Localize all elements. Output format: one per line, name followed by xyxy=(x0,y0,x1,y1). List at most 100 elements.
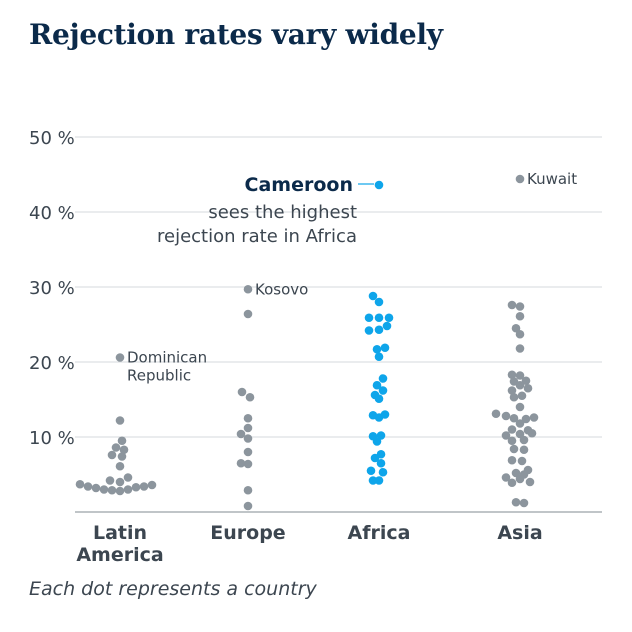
data-point xyxy=(374,297,384,307)
y-tick-label: 50 % xyxy=(29,128,75,149)
data-point xyxy=(501,411,511,421)
data-point xyxy=(523,383,533,393)
y-tick-label: 40 % xyxy=(29,203,75,224)
data-point xyxy=(509,392,519,402)
data-point xyxy=(527,428,537,438)
x-tick-label: Europe xyxy=(210,522,285,544)
data-point xyxy=(374,394,384,404)
data-points xyxy=(75,174,539,511)
data-point xyxy=(370,453,380,463)
x-tick-label: America xyxy=(76,544,163,566)
data-point xyxy=(515,344,525,353)
data-point xyxy=(372,380,382,390)
x-tick-label: Latin xyxy=(93,522,147,544)
data-point xyxy=(382,321,392,331)
data-point xyxy=(75,479,85,489)
point-label: Kosovo xyxy=(255,280,308,298)
data-point xyxy=(147,480,157,490)
data-point xyxy=(368,291,378,301)
data-point xyxy=(131,482,141,492)
data-point xyxy=(515,311,525,321)
point-label: Kuwait xyxy=(527,170,577,188)
data-point xyxy=(507,425,517,434)
data-point xyxy=(374,180,384,190)
data-point xyxy=(115,416,125,425)
chart-title: Rejection rates vary widely xyxy=(29,18,443,51)
y-tick-label: 30 % xyxy=(29,278,75,299)
data-point xyxy=(243,284,253,294)
data-point xyxy=(364,313,374,323)
data-point xyxy=(509,444,519,454)
data-point xyxy=(243,413,253,423)
data-point xyxy=(99,485,109,494)
data-point xyxy=(374,352,384,362)
data-point xyxy=(507,386,517,395)
data-point xyxy=(378,467,388,477)
data-point xyxy=(366,466,376,476)
data-point xyxy=(376,458,386,468)
data-point xyxy=(243,485,253,495)
data-point xyxy=(117,436,127,446)
x-tick-label: Africa xyxy=(348,522,411,544)
data-point xyxy=(91,483,101,493)
point-label: Republic xyxy=(127,367,191,385)
data-point xyxy=(384,313,394,323)
data-point xyxy=(123,473,133,482)
data-point xyxy=(374,413,384,422)
data-point xyxy=(378,374,388,383)
data-point xyxy=(115,477,125,487)
data-point xyxy=(507,300,517,310)
data-point xyxy=(515,174,525,184)
data-point xyxy=(115,486,125,496)
data-point xyxy=(515,329,525,339)
data-point xyxy=(519,445,529,455)
y-tick-label: 10 % xyxy=(29,428,75,449)
data-point xyxy=(236,429,246,439)
footnote: Each dot represents a country xyxy=(29,578,317,600)
data-point xyxy=(515,380,525,390)
data-point xyxy=(374,313,384,323)
data-point xyxy=(515,402,525,412)
data-point xyxy=(515,371,525,380)
data-point xyxy=(107,485,117,495)
data-point xyxy=(83,482,93,491)
data-point xyxy=(509,413,519,423)
data-point xyxy=(515,474,525,484)
data-point xyxy=(115,461,125,471)
data-point xyxy=(515,419,525,428)
x-tick-label: Asia xyxy=(497,522,542,544)
annotation-bold: Cameroon xyxy=(245,174,353,196)
data-point xyxy=(372,437,382,446)
data-point xyxy=(521,414,531,424)
data-point xyxy=(525,477,535,487)
data-point xyxy=(117,452,127,461)
data-point xyxy=(507,370,517,380)
data-point xyxy=(243,501,253,511)
data-point xyxy=(529,413,539,422)
data-point xyxy=(491,409,501,419)
data-point xyxy=(368,476,378,485)
data-point xyxy=(519,435,529,445)
data-point xyxy=(521,376,531,386)
data-point xyxy=(115,353,125,362)
data-point xyxy=(243,423,253,433)
point-label: Dominican xyxy=(127,349,207,367)
data-point xyxy=(380,343,390,353)
data-point xyxy=(107,450,117,460)
data-point xyxy=(378,386,388,395)
data-point xyxy=(236,458,246,468)
data-point xyxy=(105,476,115,485)
data-point xyxy=(507,455,517,465)
data-point xyxy=(501,473,511,482)
cameroon-annotation: Cameroon sees the highest rejection rate… xyxy=(157,174,374,247)
annotation-line-1: sees the highest xyxy=(208,202,357,223)
data-point xyxy=(243,309,253,319)
annotation-line-2: rejection rate in Africa xyxy=(157,226,357,247)
data-point xyxy=(139,482,149,491)
data-point xyxy=(237,387,247,397)
data-point xyxy=(519,498,529,508)
data-point xyxy=(243,447,253,457)
